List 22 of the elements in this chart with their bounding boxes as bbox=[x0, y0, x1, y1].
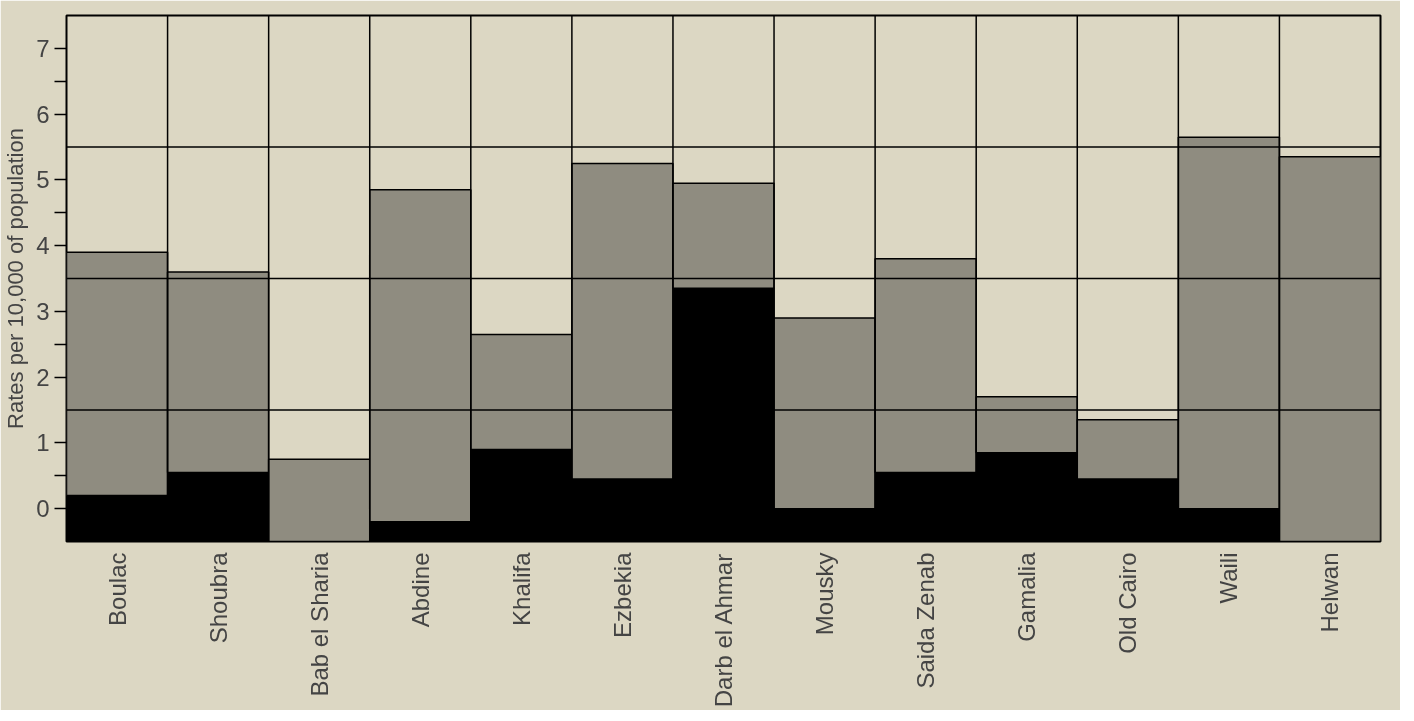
x-tick-label: Khalifa bbox=[507, 551, 535, 626]
y-axis-title: Rates per 10,000 of population bbox=[3, 128, 29, 429]
x-tick-label: Helwan bbox=[1316, 552, 1344, 633]
y-tick-label: 5 bbox=[36, 166, 50, 194]
x-tick-label: Old Cairo bbox=[1114, 552, 1142, 654]
y-tick-label: 4 bbox=[36, 232, 50, 260]
y-tick-label: 3 bbox=[36, 297, 50, 325]
y-tick-label: 6 bbox=[36, 100, 50, 128]
x-tick-label: Saida Zenab bbox=[912, 552, 940, 689]
x-tick-label: Waili bbox=[1215, 552, 1243, 604]
y-tick-label: 0 bbox=[36, 495, 50, 523]
y-tick-label: 7 bbox=[36, 34, 50, 62]
x-tick-label: Ezbekia bbox=[608, 551, 636, 638]
x-tick-label: Darb el Ahmar bbox=[710, 553, 737, 708]
x-tick-label: Mousky bbox=[811, 552, 839, 636]
y-tick-label: 2 bbox=[36, 363, 50, 391]
y-tick-label: 1 bbox=[36, 429, 50, 457]
x-tick-label: Bab el Sharia bbox=[305, 551, 333, 697]
x-tick-label: Abdine bbox=[406, 552, 434, 628]
x-tick-label: Shoubra bbox=[204, 551, 232, 644]
x-tick-label: Boulac bbox=[103, 552, 131, 626]
x-tick-label: Gamalia bbox=[1013, 551, 1041, 642]
